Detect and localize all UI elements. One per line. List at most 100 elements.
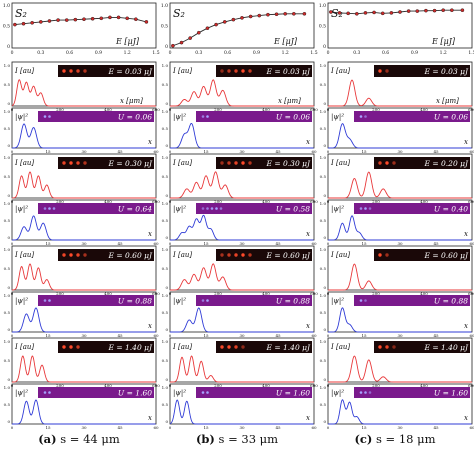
int-label-2-3: E = 1.40 μJ	[424, 343, 469, 352]
int-inset-0-0	[58, 65, 154, 77]
int-ytick-1-1-0: 1.0	[162, 155, 169, 160]
int-xtick-2-2-1: 200	[372, 291, 380, 296]
wave-ytick-2-2-2: 0	[323, 327, 326, 332]
int-label-1-3: E = 1.40 μJ	[266, 343, 311, 352]
s2-point-2-11	[424, 8, 428, 13]
s2-xlabel-1: E [μJ]	[273, 37, 298, 46]
wave-spot-1-1-4	[219, 207, 223, 210]
wave-xlabel-0-1: x	[148, 230, 152, 238]
wave-ytick-0-1-0: 1.0	[4, 201, 11, 206]
int-spot-2-0-0	[378, 69, 382, 73]
wave-curve-2-1	[328, 215, 472, 241]
int-ytick-1-2-2: 0	[165, 285, 168, 290]
wave-ytick-1-1-1: 0.5	[162, 218, 169, 223]
wave-xtick-1-3-0: 0	[169, 425, 172, 430]
int-spot-1-1-1	[227, 161, 231, 165]
s2-ytick-0-0: 1.0	[3, 3, 10, 9]
int-xtick-0-3-1: 200	[56, 383, 64, 388]
int-curve-1-1	[170, 171, 314, 199]
int-inset-2-3	[374, 341, 470, 353]
wave-spot-0-0-1	[48, 115, 51, 118]
s2-xtick-1-2: 0.6	[224, 50, 231, 56]
wave-xtick-0-1-1: 15	[45, 241, 51, 246]
wave-curve-1-0	[170, 122, 314, 149]
wave-xtick-0-3-3: 45	[117, 425, 123, 430]
wave-inset-1-2	[196, 295, 312, 306]
int-ytick-2-3-1: 0.5	[320, 358, 327, 363]
s2-point-0-1	[21, 21, 26, 26]
wave-curve-0-2	[12, 307, 156, 333]
s2-point-1-8	[240, 16, 244, 20]
s2-point-1-0	[171, 43, 175, 48]
int-xtick-1-2-2: 400	[262, 291, 270, 296]
int-ytick-0-2-0: 1.0	[4, 247, 11, 252]
s2-ytick-1-0: 1.0	[161, 3, 168, 9]
wave-spot-1-0-0	[201, 115, 205, 118]
s2-xtick-1-5: 1.5	[310, 50, 317, 56]
int-inset-2-0	[374, 65, 470, 77]
int-ytick-1-2-1: 0.5	[162, 266, 169, 271]
wave-xtick-1-0-2: 30	[239, 149, 245, 154]
s2-point-1-13	[283, 11, 288, 16]
wave-inset-0-3	[38, 387, 154, 398]
wave-spot-1-0-1	[206, 115, 209, 118]
s2-xtick-2-2: 0.6	[382, 50, 389, 56]
s2-point-1-10	[257, 13, 262, 18]
wave-ytick-1-1-2: 0	[165, 235, 168, 240]
wave-spot-1-1-1	[206, 207, 209, 210]
int-inset-1-0	[216, 65, 312, 77]
wave-ytick-1-3-2: 0	[165, 419, 168, 424]
wave-inset-0-2	[38, 295, 154, 306]
s2-point-1-5	[214, 22, 218, 27]
s2-line-2	[330, 9, 463, 15]
int-ytick-1-2-0: 1.0	[162, 247, 169, 252]
int-curve-0-1	[11, 171, 156, 199]
int-curve-1-2	[170, 263, 314, 291]
wave-xlabel-0-0: x	[148, 138, 152, 146]
wave-xtick-1-2-4: 60	[311, 333, 317, 338]
wave-spot-1-2-0	[201, 299, 205, 302]
int-spot-1-3-1	[227, 345, 231, 349]
int-curve-2-2	[328, 263, 472, 291]
wave-ytick-2-1-1: 0.5	[320, 218, 327, 223]
int-spot-1-2-2	[234, 253, 238, 257]
wave-xtick-2-0-2: 30	[397, 149, 403, 154]
wave-spot-2-2-1	[364, 299, 367, 302]
s2-xtick-1-4: 1.2	[282, 50, 289, 56]
int-curve-1-3	[170, 355, 314, 383]
wave-xtick-0-0-3: 45	[117, 149, 123, 154]
int-spot-2-2-1	[385, 253, 389, 257]
int-xlabel-0: x [μm]	[120, 97, 143, 105]
s2-point-1-1	[179, 40, 184, 45]
wave-axis-label-2-0: |ψ|²	[331, 113, 344, 121]
int-ytick-0-2-2: 0	[7, 285, 10, 290]
int-axis-label-1-0: I [au]	[172, 67, 192, 75]
int-xtick-2-0-3: 600	[468, 107, 474, 112]
int-spot-0-3-1	[69, 345, 73, 349]
wave-xtick-1-1-2: 30	[239, 241, 245, 246]
s2-xlabel-0: E [μJ]	[115, 37, 140, 46]
wave-spot-0-2-1	[48, 299, 51, 302]
int-xtick-2-2-3: 600	[468, 291, 474, 296]
int-ytick-1-0-1: 0.5	[162, 82, 169, 87]
s2-point-2-14	[450, 8, 454, 12]
s2-xtick-0-3: 0.9	[95, 50, 102, 56]
int-inset-2-1	[374, 157, 470, 169]
s2-xtick-2-5: 1.5	[468, 50, 474, 56]
wave-xtick-1-3-4: 60	[311, 425, 317, 430]
wave-spot-0-3-0	[43, 391, 47, 394]
int-spot-2-3-0	[378, 345, 382, 349]
int-spot-0-0-1	[69, 69, 73, 73]
s2-point-0-9	[90, 16, 95, 21]
s2-ytick-0-2: 0	[7, 44, 10, 50]
wave-spot-1-1-3	[215, 207, 218, 210]
wave-xtick-2-2-2: 30	[397, 333, 403, 338]
s2-xtick-0-5: 1.5	[152, 50, 159, 56]
int-axis-label-0-2: I [au]	[14, 251, 34, 259]
wave-ytick-0-0-0: 1.0	[4, 109, 11, 114]
wave-xtick-1-2-0: 0	[169, 333, 172, 338]
wave-xtick-0-0-1: 15	[45, 149, 51, 154]
int-label-0-2: E = 0.60 μJ	[108, 251, 153, 260]
int-ytick-1-1-1: 0.5	[162, 174, 169, 179]
int-curve-2-3	[328, 355, 472, 383]
